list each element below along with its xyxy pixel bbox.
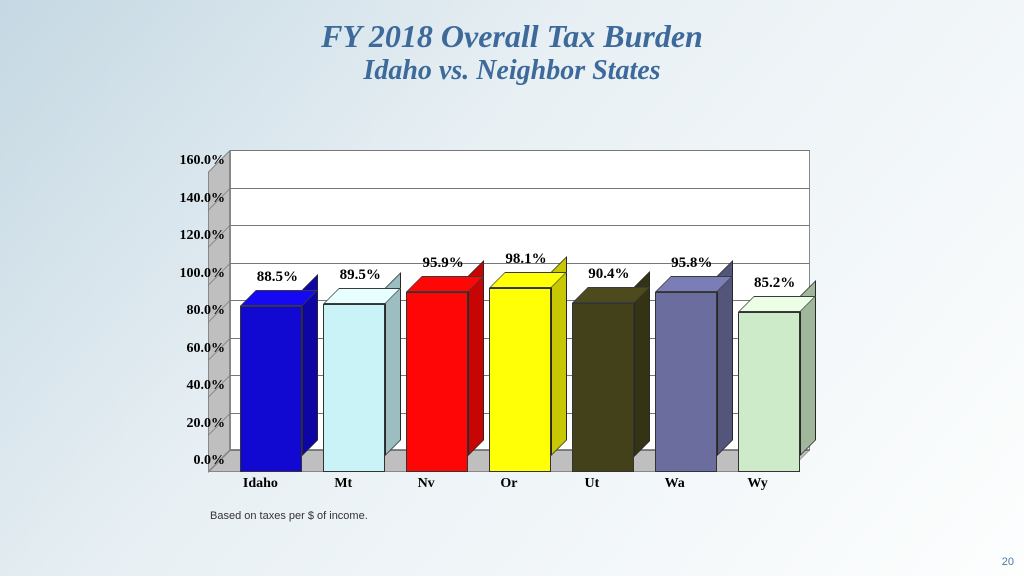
y-axis-label: 60.0% bbox=[165, 342, 225, 356]
chart-bars-area: 88.5%89.5%95.9%98.1%90.4%95.8%85.2% bbox=[230, 150, 810, 450]
bar-side-face bbox=[551, 256, 567, 456]
bar-front bbox=[323, 304, 385, 472]
bar-wa: 95.8% bbox=[655, 292, 717, 472]
tax-burden-chart: 0.0%20.0%40.0%60.0%80.0%100.0%120.0%140.… bbox=[190, 150, 830, 490]
bar-value-label: 98.1% bbox=[485, 251, 567, 268]
x-axis-label: Wa bbox=[633, 476, 716, 492]
bar-ut: 90.4% bbox=[572, 303, 634, 473]
bar-front bbox=[489, 288, 551, 472]
bar-value-label: 89.5% bbox=[319, 267, 401, 284]
bar-nv: 95.9% bbox=[406, 292, 468, 472]
x-axis-label: Wy bbox=[716, 476, 799, 492]
x-axis-label: Idaho bbox=[219, 476, 302, 492]
bar-front bbox=[738, 312, 800, 472]
y-axis-label: 0.0% bbox=[165, 454, 225, 468]
y-axis-label: 20.0% bbox=[165, 417, 225, 431]
y-axis-label: 80.0% bbox=[165, 304, 225, 318]
page-number: 20 bbox=[1002, 556, 1014, 568]
bar-value-label: 95.8% bbox=[651, 255, 733, 272]
x-axis-label: Mt bbox=[302, 476, 385, 492]
bar-value-label: 85.2% bbox=[734, 275, 816, 292]
x-axis-label: Ut bbox=[550, 476, 633, 492]
bar-value-label: 88.5% bbox=[236, 269, 318, 286]
bar-idaho: 88.5% bbox=[240, 306, 302, 472]
bar-front bbox=[655, 292, 717, 472]
bar-value-label: 95.9% bbox=[402, 255, 484, 272]
bar-wy: 85.2% bbox=[738, 312, 800, 472]
bar-value-label: 90.4% bbox=[568, 266, 650, 283]
x-axis-label: Nv bbox=[385, 476, 468, 492]
y-axis-label: 160.0% bbox=[165, 154, 225, 168]
footnote: Based on taxes per $ of income. bbox=[210, 510, 368, 522]
y-axis-label: 140.0% bbox=[165, 192, 225, 206]
title-line2: Idaho vs. Neighbor States bbox=[0, 55, 1024, 87]
y-axis-label: 120.0% bbox=[165, 229, 225, 243]
title-line1: FY 2018 Overall Tax Burden bbox=[0, 18, 1024, 55]
bar-front bbox=[240, 306, 302, 472]
bar-mt: 89.5% bbox=[323, 304, 385, 472]
bar-or: 98.1% bbox=[489, 288, 551, 472]
y-axis-label: 100.0% bbox=[165, 267, 225, 281]
x-axis-label: Or bbox=[468, 476, 551, 492]
bar-front bbox=[406, 292, 468, 472]
y-axis-label: 40.0% bbox=[165, 379, 225, 393]
bar-front bbox=[572, 303, 634, 473]
bar-side-face bbox=[468, 260, 484, 456]
